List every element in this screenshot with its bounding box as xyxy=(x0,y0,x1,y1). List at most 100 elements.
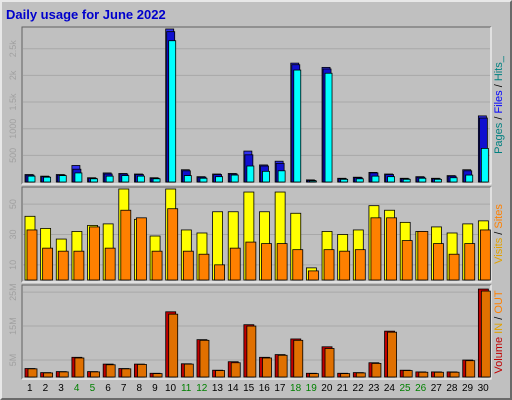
visits-panel-tick-label: 30 xyxy=(8,229,18,239)
x-axis-day-label: 16 xyxy=(259,383,271,394)
visits-panel-bar-sites xyxy=(26,229,38,281)
volume-panel-tick-label: 25M xyxy=(8,283,18,301)
x-axis-day-label: 12 xyxy=(196,383,208,394)
volume-panel-bar-out xyxy=(246,325,257,378)
visits-panel-bar-sites xyxy=(214,264,226,281)
hits-panel-bar-hits xyxy=(137,175,145,183)
visits-legend-part: Visits xyxy=(493,237,505,264)
hits-panel-bar-hits xyxy=(371,175,380,183)
volume-panel-bar-out xyxy=(449,371,460,378)
x-axis-day-label: 26 xyxy=(415,383,427,394)
volume-panel-bar-out xyxy=(293,339,304,378)
volume-panel-bar-out xyxy=(105,364,116,378)
volume-panel-border-light xyxy=(22,285,492,380)
hits-panel-bar-hits xyxy=(418,177,427,183)
hits-legend: Pages / Files / Hits_ xyxy=(493,55,505,154)
hits-panel-bar-hits xyxy=(215,176,224,183)
visits-panel-tick-label: 10 xyxy=(8,260,18,270)
x-axis-day-label: 22 xyxy=(353,383,365,394)
x-axis-day-label: 28 xyxy=(446,383,458,394)
x-axis-day-label: 17 xyxy=(274,383,286,394)
hits-panel-bar-hits xyxy=(183,175,192,183)
visits-panel-border-light xyxy=(22,187,492,283)
visits-panel-bar-sites xyxy=(417,231,429,281)
hits-panel-border-light xyxy=(22,27,492,185)
visits-panel-bar-sites xyxy=(401,240,413,281)
volume-panel-bar-out xyxy=(465,360,476,378)
x-axis-day-label: 11 xyxy=(181,383,192,394)
hits-panel-bar-hits xyxy=(121,175,130,183)
hits-panel-tick-label: 500 xyxy=(8,148,18,163)
visits-panel-bar-sites xyxy=(464,243,476,281)
hits-panel-bar-hits xyxy=(43,176,52,183)
visits-panel-bar-sites xyxy=(261,243,272,281)
x-axis-day-label: 14 xyxy=(227,383,239,394)
hits-panel-bar-hits xyxy=(277,170,286,183)
visits-panel-bar-sites xyxy=(323,249,335,281)
volume-legend: Volume IN / OUT xyxy=(493,290,505,373)
hits-panel-bar-hits xyxy=(262,170,270,183)
hits-panel-bar-hits xyxy=(74,172,83,183)
visits-panel-border-dark xyxy=(21,186,491,282)
volume-legend-part: Volume xyxy=(493,337,505,374)
x-axis-day-label: 3 xyxy=(58,383,64,394)
visits-panel-bar-sites xyxy=(42,247,54,281)
visits-panel-bar-sites xyxy=(229,247,241,281)
volume-panel-border-dark xyxy=(21,284,491,379)
x-axis-day-label: 24 xyxy=(384,383,396,394)
visits-panel-bar-sites xyxy=(448,253,460,281)
hits-panel-bar-hits xyxy=(58,175,67,183)
hits-legend-part: Files xyxy=(493,90,505,114)
volume-panel-bar-out xyxy=(387,331,397,378)
visits-panel-bar-sites xyxy=(73,250,85,281)
volume-panel-bg xyxy=(22,285,491,379)
volume-panel-bar-out xyxy=(308,373,319,378)
volume-panel-tick-label: 5M xyxy=(8,354,18,367)
hits-panel-tick-label: 2.5k xyxy=(8,40,18,58)
volume-panel-bar-out xyxy=(230,362,241,378)
volume-panel-bar-out xyxy=(371,363,382,378)
chart-title: Daily usage for June 2022 xyxy=(6,7,166,22)
volume-legend-part: IN xyxy=(493,323,505,337)
visits-panel-bar-sites xyxy=(167,208,179,281)
volume-panel-bar-out xyxy=(43,372,54,378)
visits-panel-bar-sites xyxy=(89,226,100,281)
x-axis-day-label: 8 xyxy=(136,383,142,394)
visits-panel-bar-sites xyxy=(104,247,116,281)
x-axis-day-label: 29 xyxy=(462,383,474,394)
volume-panel-bar-out xyxy=(340,373,351,378)
visits-panel-bar-sites xyxy=(339,250,351,281)
volume-panel-bar-out xyxy=(183,363,194,378)
visits-panel-bar-sites xyxy=(276,243,288,281)
hits-panel-bar-hits xyxy=(230,174,239,183)
hits-legend-part: / xyxy=(493,114,505,123)
volume-panel-bar-out xyxy=(434,371,444,378)
volume-panel-bar-out xyxy=(27,368,38,378)
volume-panel-bar-out xyxy=(58,371,69,378)
visits-panel-bar-sites xyxy=(433,243,444,281)
x-axis-day-label: 20 xyxy=(321,383,333,394)
hits-panel-border-dark xyxy=(21,26,491,184)
x-axis-day-label: 21 xyxy=(337,383,349,394)
hits-panel-tick-label: 2k xyxy=(8,70,18,80)
volume-panel-bar-out xyxy=(277,354,288,378)
volume-panel-tick-label: 15M xyxy=(8,317,18,335)
volume-panel-bar-out xyxy=(137,364,147,378)
visits-panel-bar-sites xyxy=(354,249,366,281)
x-axis-day-label: 4 xyxy=(74,383,80,394)
hits-legend-part: Hits_ xyxy=(493,55,505,81)
visits-panel-tick-label: 50 xyxy=(8,199,18,209)
hits-panel-tick-label: 1.5k xyxy=(8,93,18,111)
hits-panel-bar-hits xyxy=(293,69,302,183)
x-axis-day-label: 6 xyxy=(105,383,111,394)
hits-panel-bar-hits xyxy=(90,178,98,183)
x-axis-day-label: 13 xyxy=(212,383,224,394)
volume-panel-bar-out xyxy=(324,348,335,378)
volume-panel-bar-out xyxy=(418,371,429,378)
hits-panel-tick-label: 1000 xyxy=(8,119,18,139)
hits-panel-bar-hits xyxy=(246,165,255,183)
x-axis-day-label: 5 xyxy=(90,383,96,394)
x-axis-day-label: 9 xyxy=(152,383,158,394)
volume-legend-part: / xyxy=(493,314,505,323)
